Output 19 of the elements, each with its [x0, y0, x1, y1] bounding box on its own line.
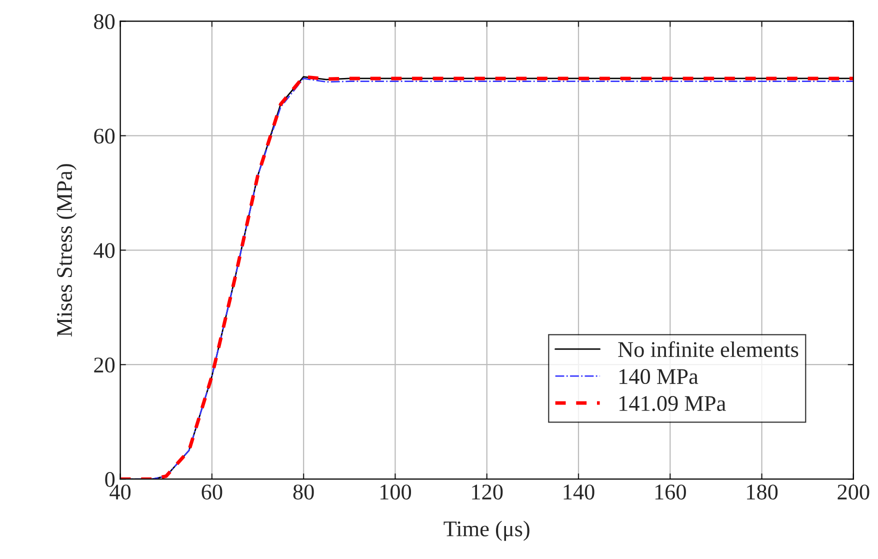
x-tick-label: 200	[838, 484, 870, 500]
x-tick-label: 160	[655, 484, 686, 500]
y-tick-label: 40	[94, 243, 115, 258]
y-tick-label: 60	[94, 128, 115, 144]
x-tick-label: 120	[472, 484, 503, 500]
x-tick-label: 140	[564, 484, 594, 500]
legend-label: 140 MPa	[620, 369, 698, 384]
legend-label: 141.09 MPa	[620, 396, 726, 412]
y-tick-label: 80	[94, 14, 115, 30]
y-tick-label: 20	[94, 358, 115, 373]
y-axis-title: Mises Stress (MPa)	[56, 164, 77, 337]
x-tick-label: 180	[747, 484, 778, 500]
x-tick-label: 60	[202, 484, 222, 500]
x-tick-label: 80	[293, 484, 314, 500]
y-tick-label: 0	[105, 472, 115, 487]
x-axis-title: Time (μs)	[444, 520, 530, 541]
x-tick-label: 40	[110, 484, 131, 500]
x-tick-label: 100	[380, 484, 412, 500]
legend-label: No infinite elements	[618, 341, 798, 358]
